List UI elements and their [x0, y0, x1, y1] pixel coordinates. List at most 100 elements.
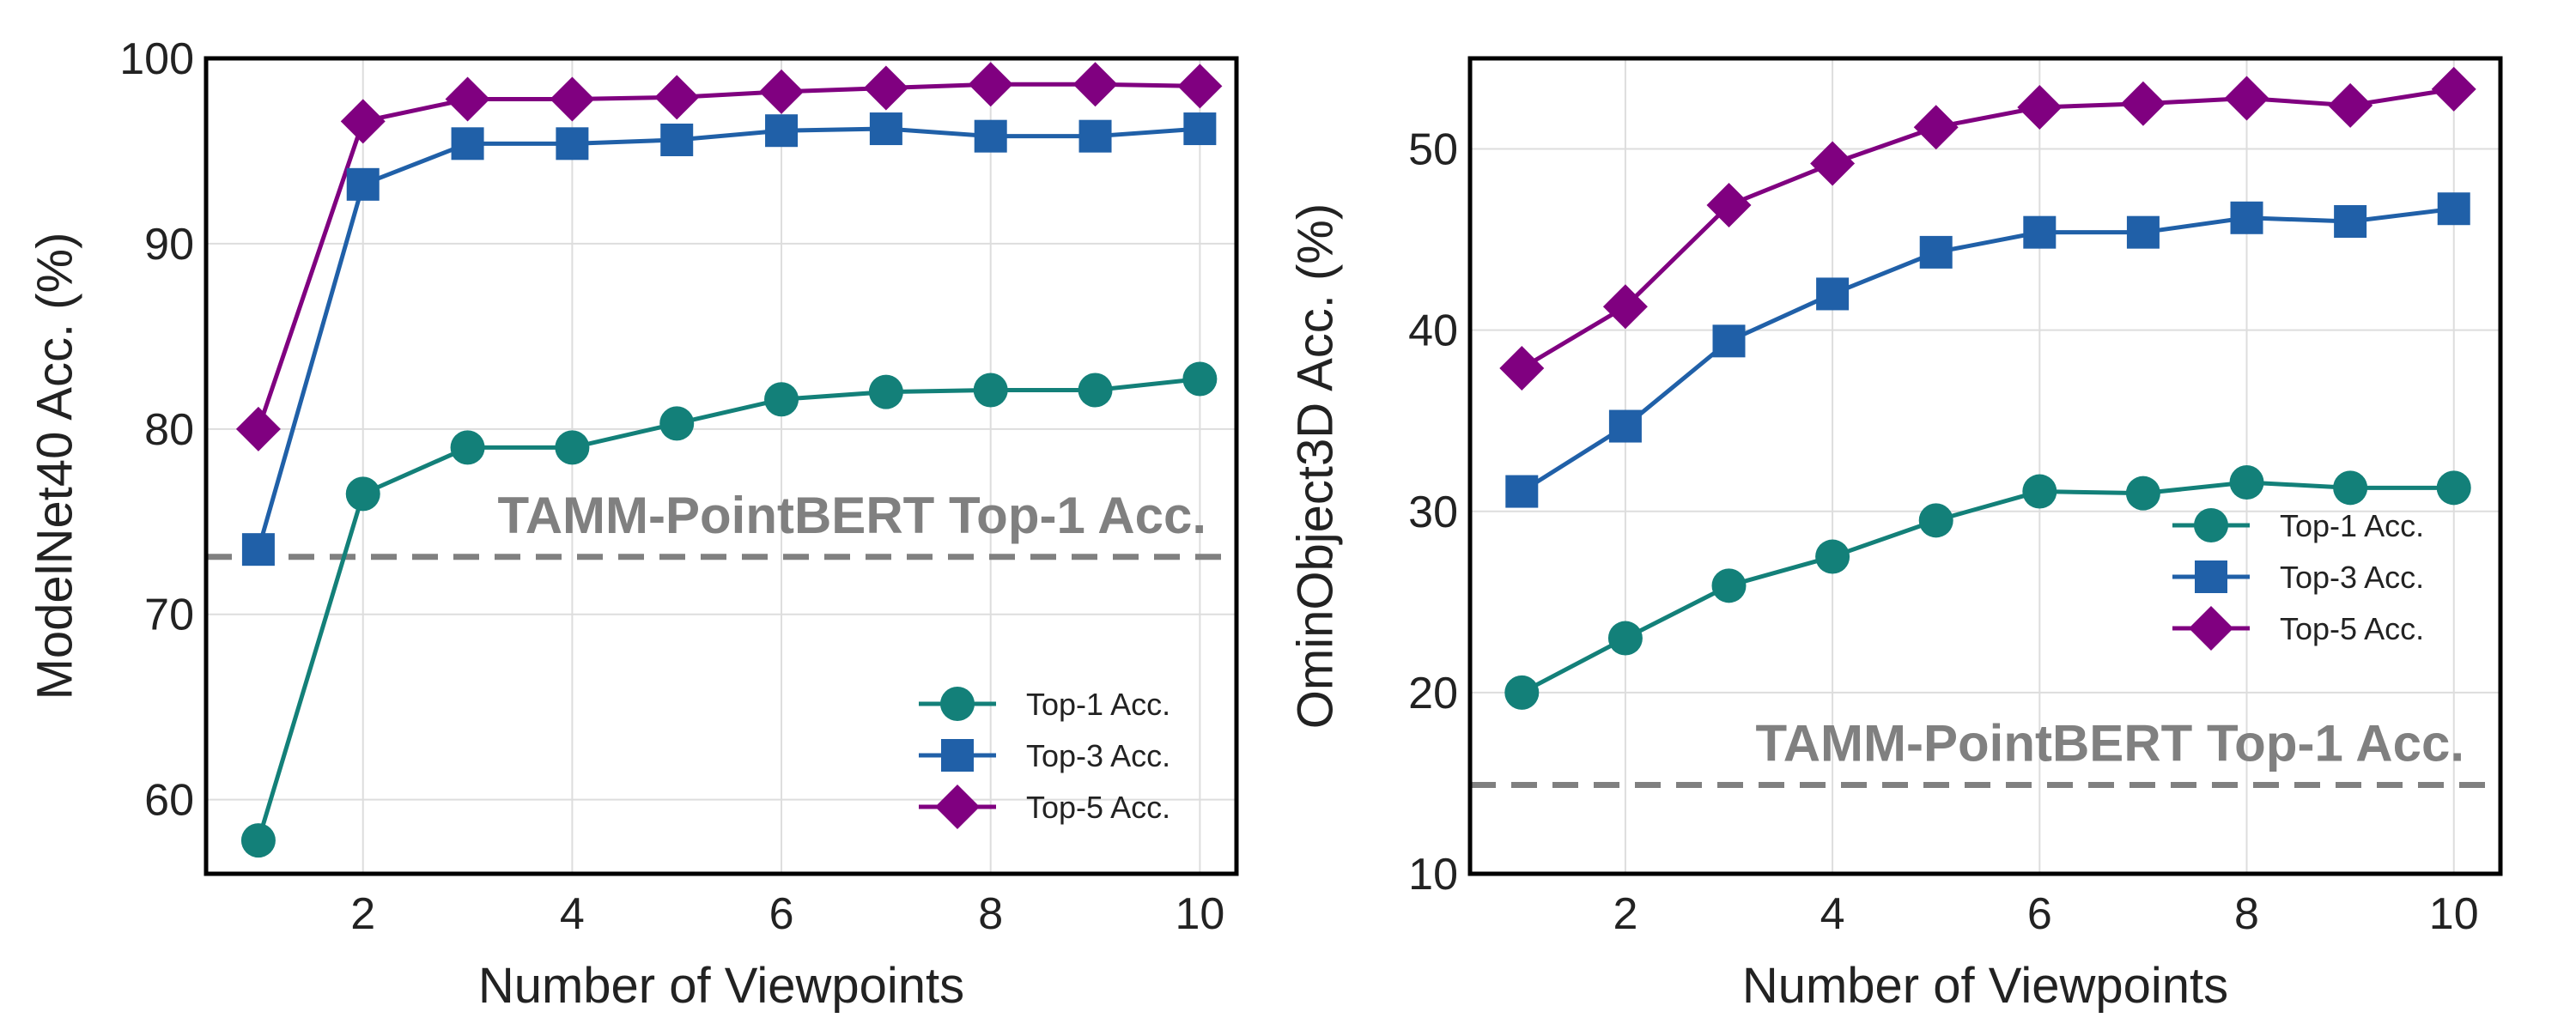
- data-point-top-5-acc: [1810, 141, 1856, 186]
- legend-label-top-1-acc: Top-1 Acc.: [1026, 687, 1170, 722]
- data-point-top-5-acc: [550, 76, 595, 122]
- y-tick-label: 70: [144, 591, 194, 640]
- data-point-top-3-acc: [974, 119, 1007, 153]
- legend-marker-top-3-acc: [941, 739, 974, 772]
- data-point-top-3-acc: [556, 127, 589, 161]
- x-axis-title: Number of Viewpoints: [1742, 958, 2228, 1014]
- y-tick-label: 100: [119, 34, 194, 84]
- data-point-top-5-acc: [2431, 66, 2476, 112]
- data-point-top-5-acc: [1072, 62, 1118, 107]
- data-point-top-1-acc: [659, 406, 695, 441]
- x-tick-label: 4: [1820, 889, 1845, 939]
- x-axis-title: Number of Viewpoints: [478, 958, 964, 1014]
- x-tick-label: 6: [769, 889, 794, 939]
- data-point-top-1-acc: [1918, 503, 1953, 538]
- chart-ominobject3d: 2 4 6 8 10 10 20 30 40 50 TAMM-PointBERT Top-1 Acc…: [1287, 56, 2503, 1014]
- data-point-top-5-acc: [445, 76, 490, 122]
- data-point-top-1-acc: [2022, 474, 2057, 509]
- legend-label-top-5-acc: Top-5 Acc.: [2280, 611, 2424, 646]
- data-point-top-3-acc: [1078, 119, 1112, 153]
- data-point-top-1-acc: [1078, 373, 1113, 408]
- legend-marker-top-1-acc: [940, 687, 975, 721]
- y-tick-label: 20: [1408, 669, 1458, 718]
- data-point-top-3-acc: [2230, 201, 2263, 234]
- data-point-top-5-acc: [968, 62, 1013, 107]
- x-tick-label: 8: [978, 889, 1003, 939]
- data-point-top-1-acc: [2436, 470, 2471, 506]
- y-axis-title: OminObject3D Acc. (%): [1287, 203, 1343, 729]
- x-tick-label: 8: [2234, 889, 2259, 939]
- data-point-top-1-acc: [345, 476, 380, 512]
- series-line-top-1-acc: [256, 377, 1200, 841]
- data-point-top-3-acc: [241, 533, 275, 566]
- legend: Top-1 Acc. Top-3 Acc. Top-5 Acc.: [2172, 508, 2424, 651]
- y-axis-title: ModelNet40 Acc. (%): [27, 233, 82, 700]
- data-point-top-1-acc: [240, 823, 276, 858]
- data-point-top-3-acc: [1608, 409, 1642, 443]
- y-tick-label: 50: [1408, 125, 1458, 175]
- data-point-top-1-acc: [450, 430, 485, 465]
- series-line-top-1-acc: [1521, 480, 2454, 695]
- data-point-top-1-acc: [868, 374, 903, 409]
- legend-marker-top-5-acc: [935, 785, 980, 829]
- data-point-top-3-acc: [2437, 192, 2470, 226]
- data-point-top-1-acc: [2333, 470, 2368, 506]
- legend-marker-top-3-acc: [2195, 560, 2227, 593]
- data-point-top-5-acc: [2017, 85, 2063, 130]
- plot-frame: [1467, 56, 2503, 876]
- y-tick-label: 60: [144, 776, 194, 826]
- data-point-top-5-acc: [2224, 76, 2269, 121]
- legend-label-top-3-acc: Top-3 Acc.: [1026, 738, 1170, 773]
- legend-marker-top-5-acc: [2189, 606, 2233, 651]
- legend: Top-1 Acc. Top-3 Acc. Top-5 Acc.: [919, 687, 1170, 829]
- y-tick-label: 10: [1408, 850, 1458, 900]
- data-point-top-3-acc: [346, 167, 380, 201]
- y-tick-label: 80: [144, 405, 194, 455]
- data-point-top-5-acc: [340, 99, 386, 144]
- data-point-top-1-acc: [1815, 539, 1850, 574]
- x-tick-label: 10: [1175, 889, 1224, 939]
- data-point-top-3-acc: [1505, 475, 1539, 508]
- series-line-top-5-acc: [1521, 87, 2455, 371]
- data-point-top-3-acc: [1919, 235, 1953, 269]
- reference-line-label: TAMM-PointBERT Top-1 Acc.: [1756, 715, 2464, 772]
- reference-line-label: TAMM-PointBERT Top-1 Acc.: [498, 487, 1206, 544]
- data-point-top-1-acc: [1711, 568, 1747, 603]
- data-point-top-1-acc: [555, 430, 590, 465]
- data-point-top-3-acc: [2334, 205, 2367, 238]
- data-point-top-3-acc: [2023, 215, 2057, 249]
- data-point-top-3-acc: [451, 127, 484, 161]
- data-point-top-5-acc: [235, 406, 281, 451]
- series-line-top-3-acc: [256, 126, 1200, 550]
- data-point-top-5-acc: [2328, 82, 2373, 128]
- series-line-top-5-acc: [256, 82, 1200, 430]
- x-tick-label: 2: [1613, 889, 1637, 939]
- y-tick-label: 40: [1408, 306, 1458, 356]
- y-tick-label: 90: [144, 220, 194, 270]
- legend-label-top-3-acc: Top-3 Acc.: [2280, 560, 2424, 595]
- data-point-top-1-acc: [764, 382, 799, 417]
- data-point-top-5-acc: [759, 69, 805, 114]
- legend-label-top-5-acc: Top-5 Acc.: [1026, 790, 1170, 825]
- data-point-top-3-acc: [2126, 215, 2160, 249]
- legend-marker-top-1-acc: [2194, 508, 2228, 542]
- chart-modelnet40: 2 4 6 8 10 60 70 80 90 100 TAMM-PointBERT Top-1 Ac…: [27, 34, 1239, 1014]
- plot-frame: [204, 56, 1239, 876]
- data-point-top-1-acc: [973, 373, 1008, 408]
- data-point-top-1-acc: [1607, 621, 1643, 656]
- legend-label-top-1-acc: Top-1 Acc.: [2280, 508, 2424, 543]
- x-tick-label: 10: [2429, 889, 2479, 939]
- series-line-top-3-acc: [1520, 206, 2455, 494]
- data-point-top-3-acc: [869, 112, 902, 146]
- data-point-top-5-acc: [1602, 284, 1648, 330]
- x-tick-label: 2: [350, 889, 375, 939]
- data-point-top-3-acc: [1816, 277, 1850, 311]
- data-point-top-1-acc: [2229, 465, 2264, 500]
- data-point-top-5-acc: [1706, 183, 1752, 227]
- plot-area: [1470, 58, 2500, 874]
- data-point-top-5-acc: [2120, 81, 2166, 126]
- x-tick-label: 6: [2027, 889, 2052, 939]
- data-point-top-1-acc: [1182, 361, 1218, 397]
- data-point-top-5-acc: [654, 75, 700, 120]
- data-point-top-1-acc: [2125, 476, 2160, 511]
